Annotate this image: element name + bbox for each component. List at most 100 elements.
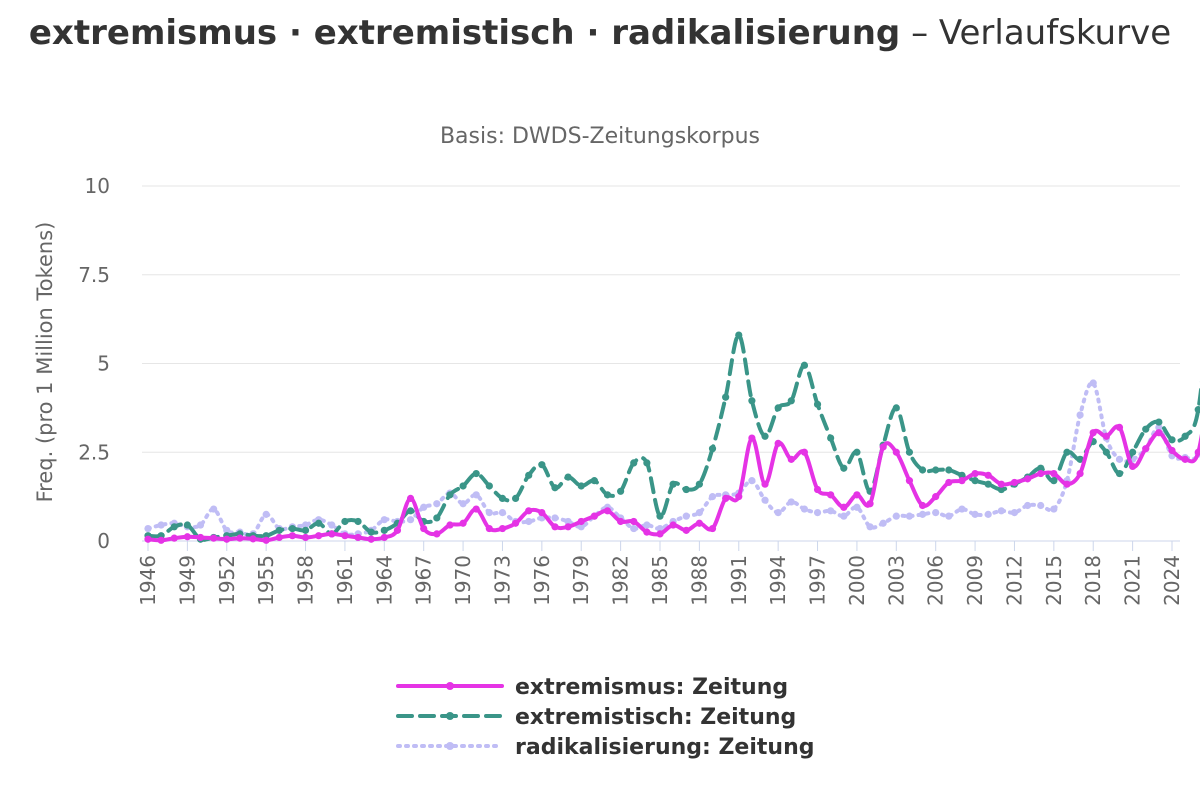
data-point[interactable]: [236, 534, 244, 542]
data-point[interactable]: [590, 512, 598, 520]
data-point[interactable]: [433, 514, 441, 522]
data-point[interactable]: [774, 404, 782, 412]
data-point[interactable]: [315, 519, 323, 527]
data-point[interactable]: [813, 508, 822, 517]
data-point[interactable]: [341, 517, 349, 526]
data-point[interactable]: [1089, 379, 1097, 387]
data-point[interactable]: [958, 477, 966, 485]
legend-item-extremistisch[interactable]: extremistisch: Zeitung: [396, 705, 796, 730]
data-point[interactable]: [866, 523, 874, 531]
data-point[interactable]: [630, 459, 638, 467]
legend[interactable]: extremismus: Zeitung extremistisch: Zeitu…: [396, 675, 814, 760]
data-point[interactable]: [1181, 455, 1189, 463]
data-point[interactable]: [682, 485, 690, 494]
data-point[interactable]: [459, 500, 467, 508]
data-point[interactable]: [997, 480, 1005, 488]
data-point[interactable]: [564, 473, 572, 481]
data-point[interactable]: [262, 510, 270, 518]
data-point[interactable]: [223, 535, 231, 543]
data-point[interactable]: [249, 535, 257, 543]
data-point[interactable]: [210, 505, 218, 513]
series-line-radikalisierung[interactable]: [146, 380, 1200, 537]
data-point[interactable]: [695, 508, 703, 517]
data-point[interactable]: [630, 517, 638, 526]
data-point[interactable]: [827, 491, 835, 499]
data-point[interactable]: [367, 535, 375, 543]
data-point[interactable]: [617, 487, 625, 495]
data-point[interactable]: [800, 505, 809, 513]
data-point[interactable]: [827, 434, 835, 442]
data-point[interactable]: [787, 455, 795, 463]
data-point[interactable]: [354, 517, 362, 526]
data-point[interactable]: [472, 491, 480, 499]
data-point[interactable]: [538, 461, 546, 469]
data-point[interactable]: [1142, 445, 1150, 453]
data-point[interactable]: [800, 448, 809, 456]
data-point[interactable]: [301, 521, 310, 529]
data-point[interactable]: [380, 526, 388, 534]
data-point[interactable]: [1037, 464, 1045, 472]
data-point[interactable]: [1155, 418, 1163, 426]
data-point[interactable]: [1129, 462, 1137, 471]
data-point[interactable]: [393, 526, 402, 534]
data-point[interactable]: [971, 510, 979, 518]
data-point[interactable]: [262, 536, 270, 544]
data-point[interactable]: [577, 523, 585, 531]
data-point[interactable]: [735, 331, 743, 339]
data-point[interactable]: [1115, 455, 1124, 463]
data-point[interactable]: [708, 445, 717, 453]
data-point[interactable]: [1115, 423, 1124, 431]
data-point[interactable]: [485, 524, 493, 533]
series-line-extremismus[interactable]: [146, 371, 1200, 543]
data-point[interactable]: [945, 466, 953, 474]
data-point[interactable]: [498, 524, 507, 533]
data-point[interactable]: [708, 493, 717, 501]
data-point[interactable]: [446, 521, 454, 529]
data-point[interactable]: [918, 466, 927, 474]
data-point[interactable]: [879, 443, 887, 451]
data-point[interactable]: [892, 404, 900, 412]
data-point[interactable]: [328, 521, 336, 529]
data-point[interactable]: [853, 448, 861, 456]
data-point[interactable]: [643, 528, 651, 536]
data-point[interactable]: [905, 512, 914, 520]
data-point[interactable]: [525, 471, 533, 479]
data-point[interactable]: [853, 491, 861, 499]
data-point[interactable]: [735, 493, 743, 501]
data-point[interactable]: [1023, 475, 1032, 483]
data-point[interactable]: [787, 498, 795, 506]
data-point[interactable]: [1181, 432, 1189, 440]
data-point[interactable]: [905, 448, 914, 456]
data-point[interactable]: [1010, 478, 1019, 487]
data-point[interactable]: [1076, 411, 1084, 419]
data-point[interactable]: [223, 526, 231, 534]
data-point[interactable]: [761, 432, 769, 440]
data-point[interactable]: [551, 514, 559, 522]
data-point[interactable]: [656, 524, 664, 533]
data-point[interactable]: [1010, 508, 1019, 517]
data-point[interactable]: [301, 526, 310, 534]
data-point[interactable]: [1102, 448, 1110, 456]
data-point[interactable]: [813, 400, 822, 408]
data-point[interactable]: [761, 496, 769, 504]
data-point[interactable]: [1050, 477, 1058, 485]
data-point[interactable]: [288, 532, 297, 540]
data-point[interactable]: [813, 485, 822, 494]
data-point[interactable]: [892, 512, 900, 520]
data-point[interactable]: [984, 471, 992, 479]
data-point[interactable]: [420, 524, 428, 533]
data-point[interactable]: [997, 485, 1005, 494]
data-point[interactable]: [708, 524, 717, 533]
data-point[interactable]: [682, 526, 690, 534]
data-point[interactable]: [682, 512, 690, 520]
data-point[interactable]: [433, 530, 441, 538]
data-point[interactable]: [932, 466, 940, 474]
data-point[interactable]: [406, 516, 415, 524]
data-point[interactable]: [577, 517, 585, 526]
data-point[interactable]: [196, 521, 205, 529]
data-point[interactable]: [472, 469, 480, 478]
data-point[interactable]: [932, 508, 940, 517]
data-point[interactable]: [1194, 448, 1200, 456]
data-point[interactable]: [498, 508, 507, 517]
data-point[interactable]: [905, 477, 914, 485]
